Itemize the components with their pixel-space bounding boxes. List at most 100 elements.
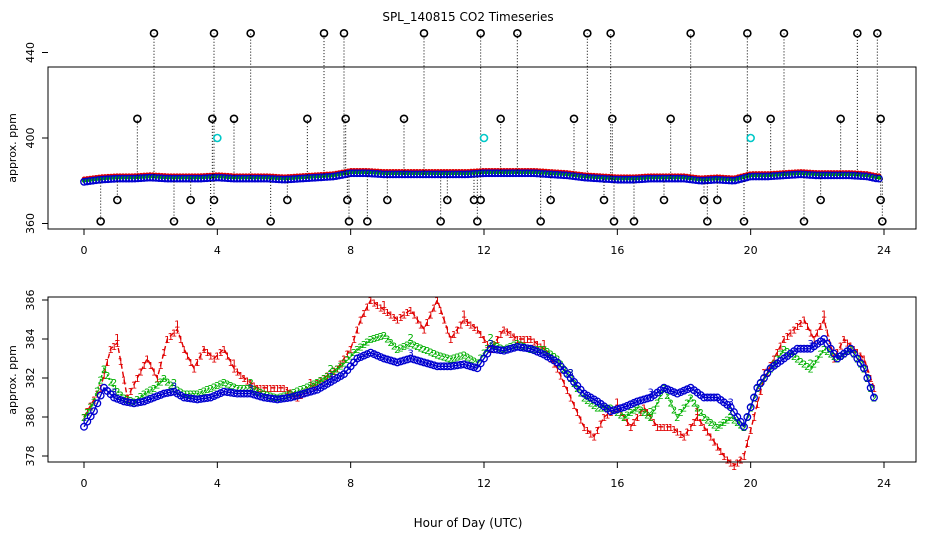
- series-1-point: 1: [657, 423, 663, 434]
- series-2-point: 2: [331, 367, 337, 378]
- series-2-point: 2: [811, 359, 817, 370]
- series-2-point: 2: [667, 398, 673, 409]
- series-1-point: 1: [511, 333, 517, 344]
- series-1-point: 1: [537, 342, 543, 353]
- outlier-low-near: [476, 195, 485, 205]
- series-1-point: 1: [384, 308, 390, 319]
- series-3-point: [743, 413, 752, 421]
- series-1-point: 1: [641, 403, 647, 414]
- series-2-point: 2: [101, 364, 107, 375]
- series-2-point: 2: [807, 364, 813, 375]
- series-2-point: 2: [414, 342, 420, 353]
- series-2-point: 2: [587, 398, 593, 409]
- x-tick-label: 20: [744, 244, 758, 257]
- x-axis-label: Hour of Day (UTC): [414, 516, 523, 530]
- series-1-point: 1: [554, 364, 560, 375]
- series-2-point: 2: [314, 378, 320, 389]
- x-tick-label: 20: [744, 477, 758, 490]
- series-3-label: 3: [807, 339, 813, 350]
- series-2-label: 2: [247, 378, 253, 389]
- y-tick-label: 380: [24, 407, 37, 428]
- series-1-point: 1: [221, 345, 227, 356]
- series-1-point: 1: [674, 428, 680, 439]
- series-2-point: 2: [427, 348, 433, 359]
- series-1-point: 1: [707, 433, 713, 444]
- series-2-point: 2: [304, 382, 310, 393]
- series-2-point: 2: [164, 377, 170, 388]
- series-1-point: 1: [357, 316, 363, 327]
- series-3-point: [96, 391, 105, 400]
- series-1-point: 1: [141, 361, 147, 372]
- series-1-point: 1: [464, 318, 470, 329]
- series-3-point: [746, 403, 755, 412]
- x-tick-label: 0: [81, 477, 88, 490]
- series-1-point: 1: [344, 350, 350, 361]
- outlier-low-far: [629, 217, 639, 226]
- series-1-point: 1: [91, 395, 97, 406]
- series-2-point: 2: [617, 411, 623, 422]
- series-1-point: 1: [541, 345, 547, 356]
- outlier-low-near: [546, 195, 555, 205]
- series-1-point: 1: [201, 345, 207, 356]
- bottom-panel: 1111111111111111111111111111111111111111…: [6, 290, 917, 490]
- series-2-point: 2: [757, 379, 763, 390]
- series-2-point: 2: [381, 331, 387, 342]
- series-1-point: 1: [747, 426, 753, 437]
- series-2-point: 2: [641, 408, 647, 419]
- x-tick-label: 24: [877, 244, 891, 257]
- series-2-point: 2: [197, 388, 203, 399]
- series-3-point: [740, 422, 748, 431]
- series-2-point: 2: [391, 341, 397, 352]
- outlier-low-near: [816, 195, 825, 205]
- series-1-point: 1: [281, 384, 287, 395]
- series-1-point: 1: [787, 329, 793, 340]
- series-1-point: 1: [447, 335, 453, 346]
- outlier-low-far: [96, 217, 105, 226]
- series-2-point: 2: [814, 355, 820, 366]
- series-2-point: 2: [211, 382, 217, 393]
- series-1-point: 1: [691, 418, 697, 429]
- series-1-point: 1: [824, 329, 830, 340]
- series-1-point: 1: [664, 423, 670, 434]
- series-1-point: 1: [347, 345, 353, 356]
- outlier-low-near: [383, 195, 392, 205]
- top-panel-frame: [47, 66, 917, 230]
- series-1-point: 1: [264, 384, 270, 395]
- series-1-point: 1: [504, 328, 510, 339]
- series-2-point: 2: [727, 413, 733, 424]
- series-1-point: 1: [601, 413, 607, 424]
- series-2-point: 2: [94, 386, 100, 397]
- series-1-point: 1: [227, 358, 233, 369]
- series-1-point: 1: [111, 342, 117, 353]
- series-1-point: 1: [174, 325, 180, 336]
- series-1-point: 1: [637, 408, 643, 419]
- series-1-point: 1: [681, 433, 687, 444]
- series-1-point: 1: [591, 433, 597, 444]
- series-1-point: 1: [587, 429, 593, 440]
- series-2-point: 2: [144, 388, 150, 399]
- series-3-point: [310, 386, 318, 395]
- outlier-low-far: [266, 217, 275, 226]
- series-1-point: 1: [734, 459, 740, 470]
- series-1-point: 1: [191, 364, 197, 375]
- series-1-point: 1: [697, 418, 703, 429]
- series-1-point: 1: [687, 423, 693, 434]
- series-1-point: 1: [814, 329, 820, 340]
- outlier-high: [149, 28, 159, 38]
- series-1-label: 1: [174, 319, 180, 330]
- series-1-point: 1: [594, 426, 600, 437]
- x-tick-label: 8: [347, 477, 354, 490]
- series-2-point: 2: [397, 343, 403, 354]
- series-2-point: 2: [567, 374, 573, 385]
- series-1-point: 1: [364, 303, 370, 314]
- cyan-point: [746, 133, 755, 143]
- series-1-point: 1: [394, 316, 400, 327]
- series-1-point: 1: [314, 379, 320, 390]
- series-1-point: 1: [477, 330, 483, 341]
- series-1-point: 1: [651, 418, 657, 429]
- series-1-point: 1: [244, 376, 250, 387]
- outlier-mid: [569, 114, 579, 124]
- series-1-point: 1: [667, 423, 673, 434]
- series-2-point: 2: [467, 355, 473, 366]
- outlier-low-near: [443, 195, 452, 205]
